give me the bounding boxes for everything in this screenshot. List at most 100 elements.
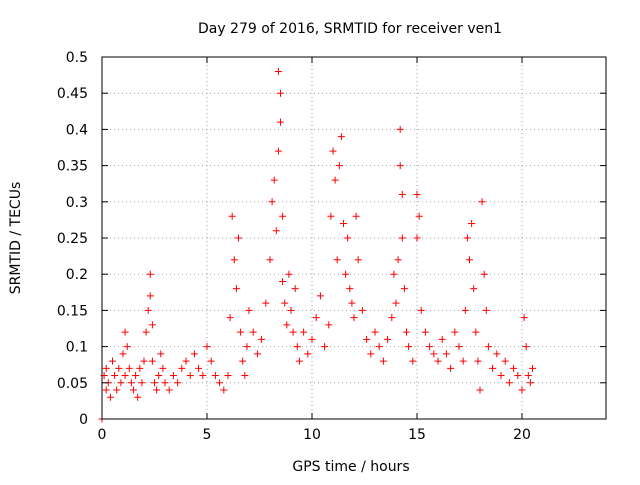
data-point <box>480 270 488 278</box>
data-point <box>117 379 125 387</box>
data-point <box>125 364 133 372</box>
data-point <box>421 328 429 336</box>
data-point <box>337 133 345 141</box>
data-point <box>121 328 129 336</box>
data-point <box>415 212 423 220</box>
data-point <box>346 285 354 293</box>
data-point <box>274 67 282 75</box>
data-point <box>354 256 362 264</box>
data-point <box>293 343 301 351</box>
data-point <box>132 372 140 380</box>
data-point <box>287 306 295 314</box>
y-tick-label: 0.3 <box>66 195 88 211</box>
data-point <box>146 292 154 300</box>
data-point <box>350 314 358 322</box>
data-point <box>413 191 421 199</box>
data-point <box>195 364 203 372</box>
data-point <box>169 372 177 380</box>
data-point <box>155 372 163 380</box>
data-point <box>268 198 276 206</box>
data-point <box>520 314 528 322</box>
data-point <box>514 372 522 380</box>
data-point <box>159 364 167 372</box>
data-point <box>394 256 402 264</box>
data-point <box>113 386 121 394</box>
data-point <box>466 256 473 264</box>
data-point <box>476 386 484 394</box>
data-point <box>279 212 287 220</box>
data-point <box>207 357 215 365</box>
data-point <box>327 212 335 220</box>
data-point <box>489 364 497 372</box>
data-point <box>371 328 379 336</box>
y-tick-label: 0.2 <box>66 267 88 283</box>
data-point <box>398 234 406 242</box>
x-axis-label: GPS time / hours <box>292 459 409 475</box>
data-point <box>186 372 194 380</box>
x-tick-label: 5 <box>203 427 212 443</box>
data-point <box>123 343 131 351</box>
data-point <box>455 343 463 351</box>
data-point <box>140 357 148 365</box>
data-point <box>102 364 110 372</box>
data-point <box>239 357 247 365</box>
data-point <box>405 343 413 351</box>
data-point <box>228 212 236 220</box>
data-point <box>148 321 156 329</box>
data-point <box>153 386 161 394</box>
data-point <box>348 299 356 307</box>
data-point <box>390 270 398 278</box>
data-point <box>331 176 339 184</box>
data-point <box>388 314 396 322</box>
data-point <box>398 191 406 199</box>
data-point <box>291 285 299 293</box>
data-point <box>413 234 421 242</box>
data-point <box>363 335 371 343</box>
data-point <box>430 350 438 358</box>
y-tick-label: 0.25 <box>57 231 88 247</box>
y-tick-label: 0.15 <box>57 303 88 319</box>
data-point <box>358 306 366 314</box>
data-point <box>329 147 337 155</box>
data-point <box>518 386 526 394</box>
data-point <box>130 386 137 394</box>
data-point <box>190 350 198 358</box>
data-point <box>379 357 387 365</box>
y-tick-label: 0 <box>79 412 88 428</box>
data-point <box>249 328 257 336</box>
data-point <box>232 285 240 293</box>
data-point <box>493 350 501 358</box>
data-point <box>262 299 270 307</box>
data-point <box>148 357 156 365</box>
data-point <box>396 125 404 133</box>
data-point <box>277 89 284 97</box>
x-tick-label: 0 <box>98 427 107 443</box>
data-point <box>325 321 333 329</box>
data-point <box>226 314 234 322</box>
data-point <box>463 234 471 242</box>
data-point <box>272 227 280 235</box>
y-tick-label: 0.5 <box>66 50 88 66</box>
y-tick-label: 0.35 <box>57 159 88 175</box>
data-point <box>392 299 400 307</box>
data-point <box>304 350 312 358</box>
data-point <box>321 343 329 351</box>
x-tick-label: 20 <box>513 427 531 443</box>
data-point <box>161 379 169 387</box>
data-point <box>474 357 482 365</box>
data-point <box>442 350 450 358</box>
y-axis-label: SRMTID / TECUs <box>8 182 24 295</box>
data-point <box>461 306 469 314</box>
data-point <box>529 364 536 372</box>
data-point <box>484 343 492 351</box>
data-point <box>277 118 284 126</box>
data-point <box>111 372 119 380</box>
data-point <box>270 176 278 184</box>
data-point <box>182 357 190 365</box>
data-point <box>258 335 266 343</box>
data-point <box>308 335 316 343</box>
data-point <box>300 328 308 336</box>
data-point <box>283 321 291 329</box>
data-point <box>482 306 490 314</box>
data-point <box>281 299 289 307</box>
